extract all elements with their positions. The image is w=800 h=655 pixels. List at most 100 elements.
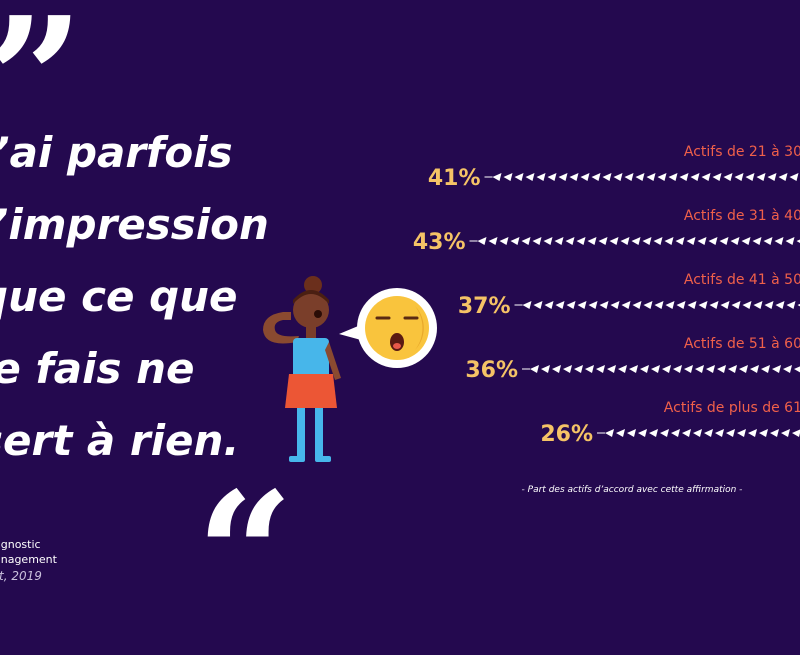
paper-plane-icon <box>794 365 800 373</box>
paper-plane-icon <box>691 173 700 181</box>
paper-plane-icon <box>676 237 685 245</box>
paper-plane-icon <box>695 365 704 373</box>
paper-plane-icon <box>781 429 790 437</box>
paper-plane-icon <box>797 237 800 245</box>
paper-plane-icon <box>545 301 554 309</box>
paper-plane-icon <box>768 173 777 181</box>
paper-plane-icon <box>654 237 663 245</box>
paper-plane-icon <box>566 237 575 245</box>
paper-plane-icon <box>592 173 601 181</box>
paper-plane-icon <box>644 301 653 309</box>
paper-plane-icon <box>757 173 766 181</box>
paper-plane-icon <box>556 301 565 309</box>
paper-plane-icon <box>790 173 799 181</box>
paper-plane-icon <box>754 301 763 309</box>
paper-plane-icon <box>666 301 675 309</box>
value-label: 36% <box>465 358 518 383</box>
paper-plane-icon <box>537 173 546 181</box>
chart-note: - Part des actifs d’accord avec cette af… <box>522 485 743 495</box>
paper-plane-icon <box>761 365 770 373</box>
paper-plane-icon <box>704 429 713 437</box>
paper-plane-icon <box>772 365 781 373</box>
paper-plane-icon <box>489 237 498 245</box>
paper-plane-icon <box>563 365 572 373</box>
paper-plane-icon <box>658 173 667 181</box>
paper-plane-icon <box>720 237 729 245</box>
paper-plane-icon <box>770 429 779 437</box>
bar <box>605 429 800 437</box>
paper-plane-icon <box>611 301 620 309</box>
paper-plane-icon <box>660 429 669 437</box>
bar <box>523 301 800 309</box>
paper-plane-icon <box>603 173 612 181</box>
paper-plane-icon <box>702 173 711 181</box>
paper-plane-icon <box>643 237 652 245</box>
paper-plane-icon <box>743 301 752 309</box>
paper-plane-icon <box>533 237 542 245</box>
paper-plane-icon <box>759 429 768 437</box>
paper-plane-icon <box>632 237 641 245</box>
paper-plane-icon <box>713 173 722 181</box>
paper-plane-icon <box>721 301 730 309</box>
category-label: Actifs de 31 à 40 <box>684 208 800 224</box>
paper-plane-icon <box>526 173 535 181</box>
paper-plane-icon <box>636 173 645 181</box>
paper-plane-icon <box>622 301 631 309</box>
paper-plane-icon <box>715 429 724 437</box>
paper-plane-icon <box>662 365 671 373</box>
paper-plane-icon <box>616 429 625 437</box>
value-label: 26% <box>540 422 593 447</box>
paper-plane-icon <box>570 173 579 181</box>
paper-plane-icon <box>552 365 561 373</box>
paper-plane-icon <box>735 173 744 181</box>
paper-plane-icon <box>610 237 619 245</box>
paper-plane-icon <box>621 237 630 245</box>
paper-plane-icon <box>776 301 785 309</box>
paper-plane-icon <box>607 365 616 373</box>
paper-plane-icon <box>530 365 539 373</box>
paper-plane-icon <box>614 173 623 181</box>
paper-plane-icon <box>750 365 759 373</box>
paper-plane-icon <box>651 365 660 373</box>
paper-plane-icon <box>731 237 740 245</box>
paper-plane-icon <box>684 365 693 373</box>
value-label: 41% <box>428 166 481 191</box>
paper-plane-icon <box>724 173 733 181</box>
paper-plane-icon <box>687 237 696 245</box>
paper-plane-icon <box>706 365 715 373</box>
paper-plane-icon <box>732 301 741 309</box>
paper-plane-icon <box>649 429 658 437</box>
paper-plane-icon <box>548 173 557 181</box>
paper-plane-icon <box>737 429 746 437</box>
paper-plane-icon <box>633 301 642 309</box>
bar <box>493 173 799 181</box>
paper-plane-icon <box>500 237 509 245</box>
paper-plane-icon <box>581 173 590 181</box>
paper-plane-icon <box>779 173 788 181</box>
paper-plane-icon <box>629 365 638 373</box>
paper-plane-icon <box>748 429 757 437</box>
paper-plane-icon <box>596 365 605 373</box>
paper-plane-icon <box>511 237 520 245</box>
paper-plane-icon <box>688 301 697 309</box>
paper-plane-icon <box>544 237 553 245</box>
paper-plane-icon <box>753 237 762 245</box>
paper-plane-icon <box>787 301 796 309</box>
paper-plane-icon <box>478 237 487 245</box>
paper-plane-icon <box>600 301 609 309</box>
paper-plane-icon <box>627 429 636 437</box>
paper-plane-icon <box>699 301 708 309</box>
paper-plane-icon <box>673 365 682 373</box>
paper-plane-icon <box>640 365 649 373</box>
paper-plane-icon <box>577 237 586 245</box>
paper-plane-icon <box>534 301 543 309</box>
paper-plane-icon <box>726 429 735 437</box>
paper-plane-icon <box>589 301 598 309</box>
paper-plane-icon <box>693 429 702 437</box>
paper-plane-icon <box>728 365 737 373</box>
paper-plane-icon <box>523 301 532 309</box>
paper-plane-icon <box>786 237 795 245</box>
